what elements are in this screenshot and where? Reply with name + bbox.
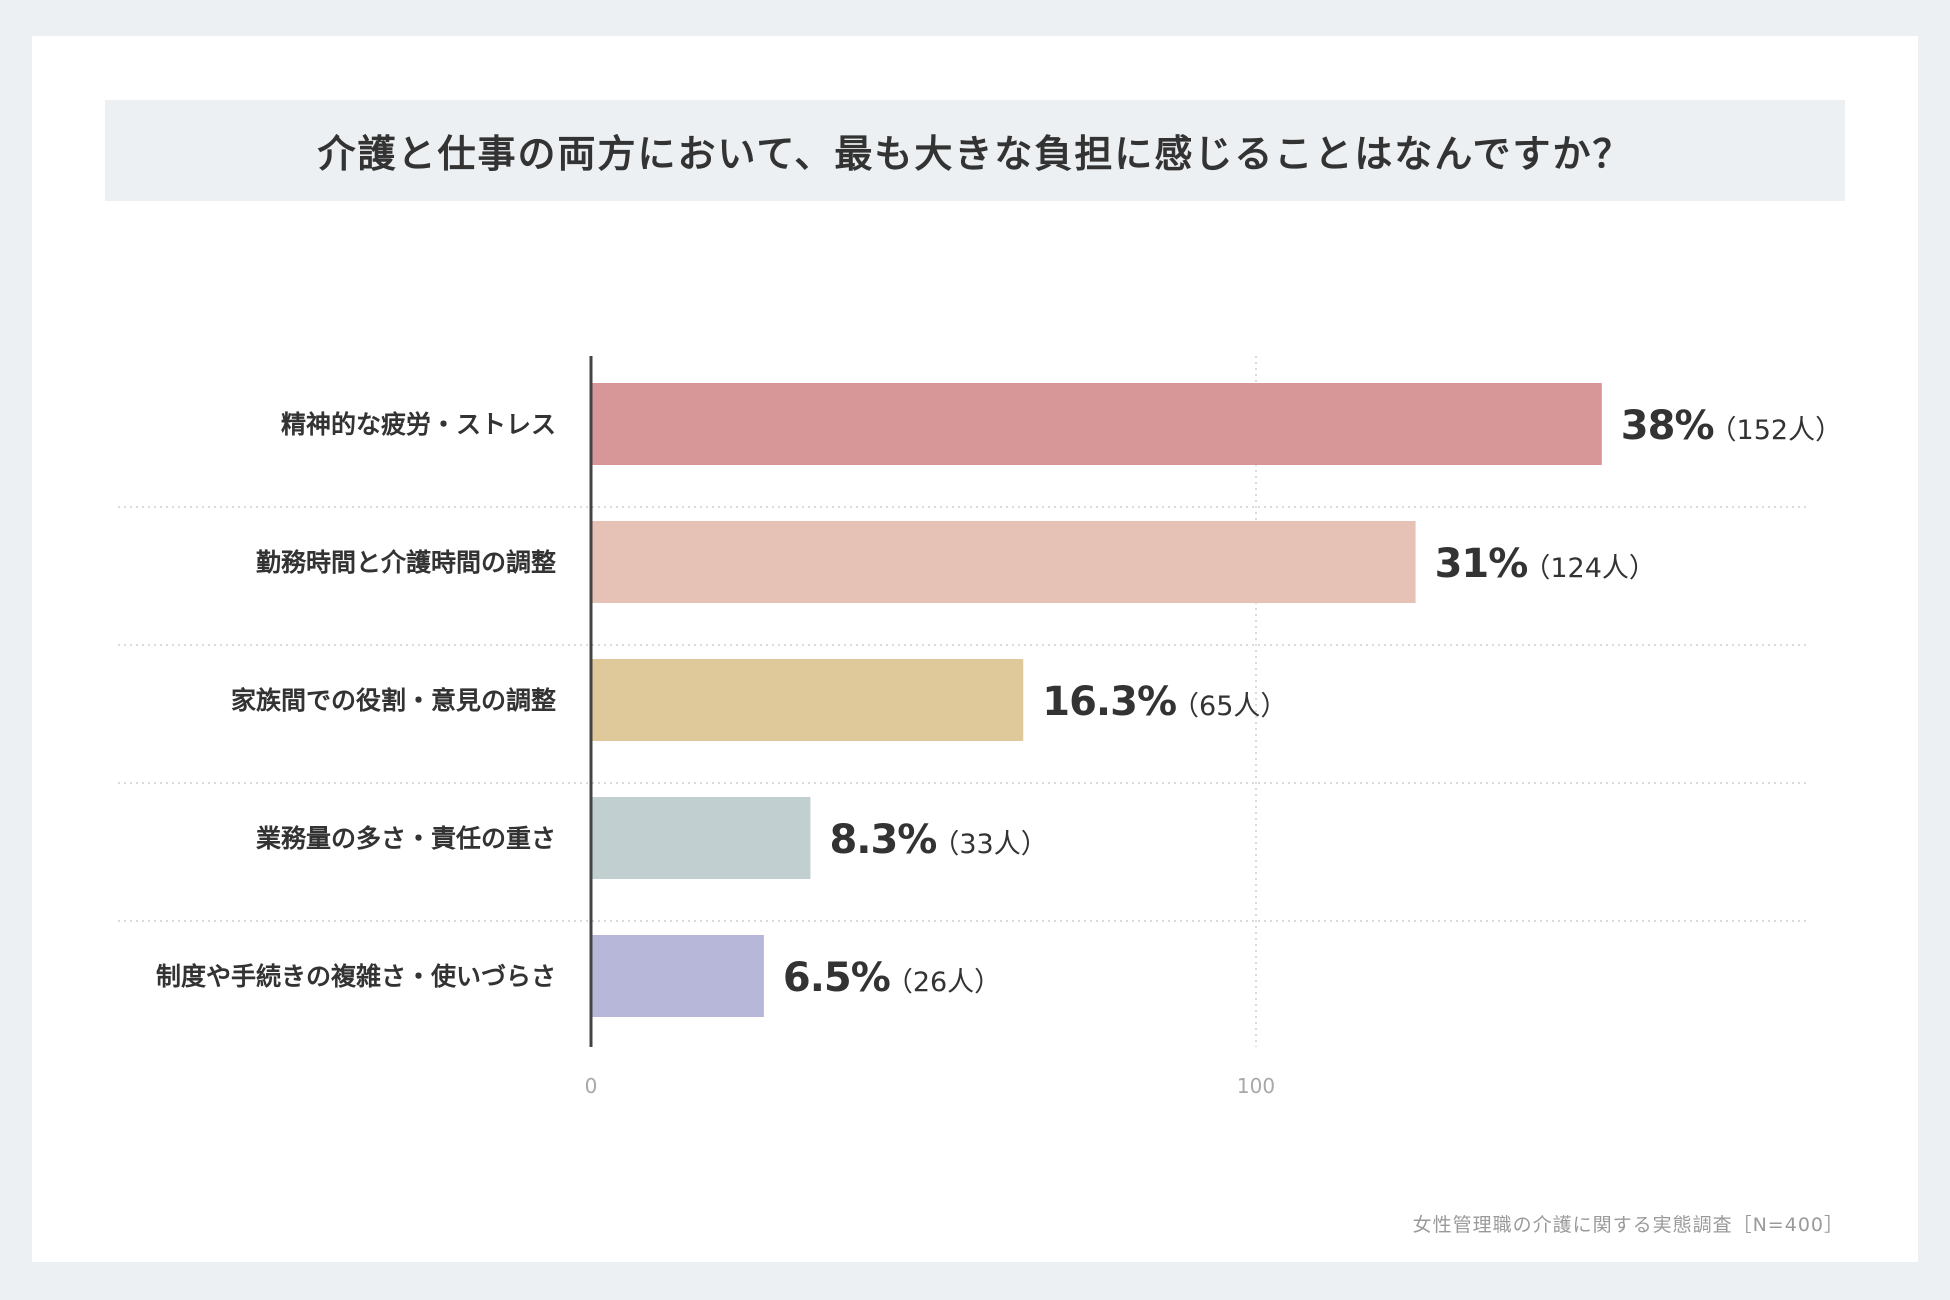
x-tick-label: 100 [1237, 1074, 1275, 1098]
count-label: （124人） [1523, 553, 1656, 584]
axis-layer: 0 100 [585, 356, 1275, 1098]
count-label: （65人） [1172, 691, 1287, 722]
category-label: 勤務時間と介護時間の調整 [256, 548, 556, 577]
bar [591, 935, 764, 1017]
percent-label: 6.5% [783, 955, 890, 1001]
category-label: 制度や手続きの複雑さ・使いづらさ [156, 962, 556, 991]
bars [591, 383, 1602, 1017]
title-band: 介護と仕事の両方において、最も大きな負担に感じることはなんですか？ [105, 100, 1845, 201]
percent-label: 31% [1435, 541, 1528, 587]
count-label: （26人） [886, 967, 1001, 998]
value-label: 31%（124人） [1435, 541, 1656, 587]
bar [591, 383, 1602, 465]
percent-label: 38% [1621, 403, 1714, 449]
bar [591, 659, 1024, 741]
chart-title: 介護と仕事の両方において、最も大きな負担に感じることはなんですか？ [317, 132, 1633, 176]
value-label: 6.5%（26人） [783, 955, 1001, 1001]
bar [591, 797, 811, 879]
value-label: 38%（152人） [1621, 403, 1842, 449]
category-label: 精神的な疲労・ストレス [281, 410, 556, 439]
count-label: （33人） [932, 829, 1047, 860]
category-label: 業務量の多さ・責任の重さ [256, 824, 556, 853]
source-note: 女性管理職の介護に関する実態調査［N=400］ [1412, 1214, 1844, 1236]
percent-label: 8.3% [829, 817, 936, 863]
percent-label: 16.3% [1042, 679, 1176, 725]
x-tick-label: 0 [585, 1074, 598, 1098]
value-label: 8.3%（33人） [829, 817, 1047, 863]
category-label: 家族間での役割・意見の調整 [231, 686, 556, 715]
labels: 精神的な疲労・ストレス 38%（152人） 勤務時間と介護時間の調整 31%（124人… [156, 403, 1842, 1001]
bar [591, 521, 1416, 603]
chart-card [32, 36, 1918, 1262]
count-label: （152人） [1710, 415, 1843, 446]
value-label: 16.3%（65人） [1042, 679, 1287, 725]
